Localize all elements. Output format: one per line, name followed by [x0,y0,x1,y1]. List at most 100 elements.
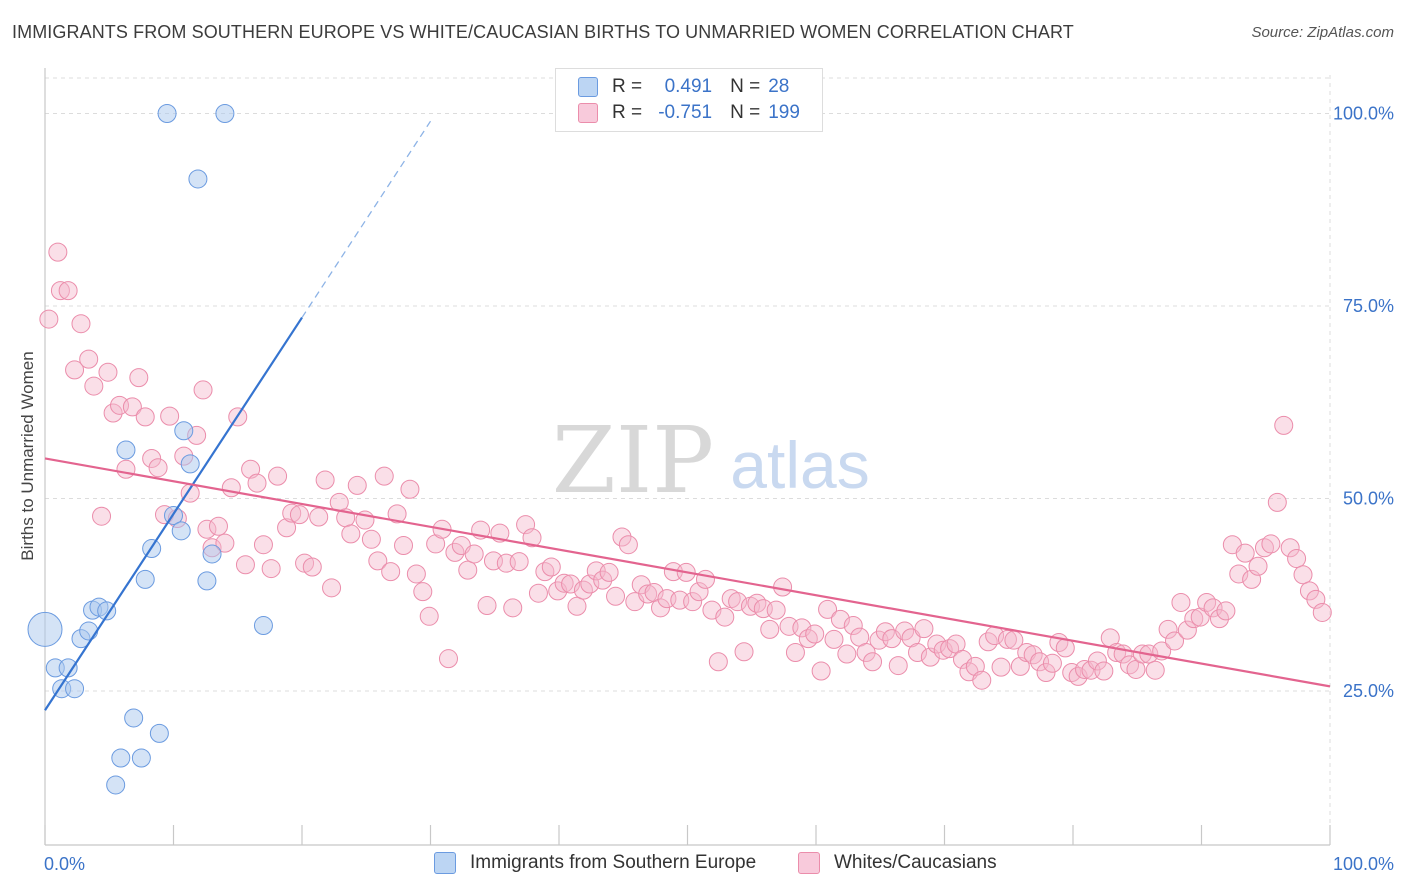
point-whites-caucasians [991,657,1011,677]
point-whites-caucasians [856,643,876,662]
point-whites-caucasians [347,475,367,495]
point-whites-caucasians [811,661,831,681]
trend-line-blue [44,316,303,711]
trend-lines [44,120,1331,711]
point-whites-caucasians [509,552,529,572]
legend-row-blue: R = 0.491 N = 28 [578,75,789,99]
point-whites-caucasians [1312,602,1332,622]
point-whites-caucasians [785,643,805,662]
point-whites-caucasians [612,527,632,547]
point-whites-caucasians [315,470,335,490]
point-whites-caucasians [98,362,118,382]
y-tick-label: 50.0% [1343,489,1394,509]
point-whites-caucasians [193,380,213,400]
point-whites-caucasians [1010,656,1030,676]
point-whites-caucasians [1087,651,1107,671]
point-whites-caucasians [837,644,857,664]
point-whites-caucasians [638,584,658,604]
point-whites-caucasians [997,629,1017,649]
point-whites-caucasians [792,618,812,638]
y-tick-label: 75.0% [1343,296,1394,316]
y-tick-label: 25.0% [1343,681,1394,701]
point-whites-caucasians [1145,660,1165,680]
point-whites-caucasians [477,596,497,616]
point-whites-caucasians [341,524,361,544]
point-whites-caucasians [747,593,767,613]
watermark-zip: ZIP [552,407,714,514]
point-whites-caucasians [1042,653,1062,673]
point-immigrants-southern-europe [253,616,273,636]
point-whites-caucasians [368,551,388,571]
point-whites-caucasians [261,559,281,579]
point-whites-caucasians [282,503,302,523]
legend-r-value: -0.751 [658,102,713,123]
point-whites-caucasians [933,640,953,660]
watermark-atlas: atlas [730,428,869,502]
x-tick-label: 0.0% [44,854,85,874]
point-whites-caucasians [1293,565,1313,585]
point-whites-caucasians [599,562,619,582]
point-whites-caucasians [863,652,883,672]
point-whites-caucasians [805,624,825,644]
point-whites-caucasians [253,535,273,555]
point-whites-caucasians [400,479,420,499]
point-whites-caucasians [241,459,261,479]
point-whites-caucasians [406,564,426,584]
point-whites-caucasians [116,459,136,479]
legend-n-label: N = [730,76,761,97]
trend-line-pink [44,457,1331,688]
point-whites-caucasians [554,573,574,593]
point-whites-caucasians [79,349,99,369]
point-whites-caucasians [715,607,735,627]
point-whites-caucasians [309,507,329,527]
point-whites-caucasians [277,518,297,538]
point-whites-caucasians [773,577,793,597]
point-whites-caucasians [818,599,838,619]
point-whites-caucasians [522,528,542,548]
point-whites-caucasians [1171,592,1191,612]
point-whites-caucasians [1158,619,1178,639]
point-whites-caucasians [148,458,168,478]
legend-n-label: N = [730,102,761,123]
point-whites-caucasians [289,505,309,525]
source-label: Source: ZipAtlas.com [1251,24,1394,41]
tick-labels: 25.0% 50.0% 75.0% 100.0% 0.0% 100.0% [44,104,1394,875]
point-whites-caucasians [394,535,414,555]
point-whites-caucasians [1267,492,1287,512]
point-whites-caucasians [458,560,478,580]
point-whites-caucasians [71,314,91,334]
point-immigrants-southern-europe [180,454,200,474]
point-whites-caucasians [135,407,155,427]
point-whites-caucasians [268,466,288,486]
point-whites-caucasians [766,600,786,620]
point-whites-caucasians [843,616,863,636]
correlation-legend: R = 0.491 N = 28 R = -0.751 N = 199 [555,68,823,132]
point-whites-caucasians [142,448,162,468]
legend-r-label: R = [612,76,643,97]
point-whites-caucasians [1197,592,1217,612]
point-whites-caucasians [322,578,342,598]
legend-row-pink: R = -0.751 N = 199 [578,101,800,125]
point-whites-caucasians [1235,543,1255,563]
point-whites-caucasians [464,544,484,564]
legend-n-value: 199 [768,102,800,123]
point-whites-caucasians [302,557,322,577]
point-whites-caucasians [503,598,523,618]
point-immigrants-southern-europe [79,621,99,641]
point-whites-caucasians [965,656,985,676]
point-whites-caucasians [708,652,728,672]
legend-swatch-pink [578,103,598,123]
point-whites-caucasians [1216,601,1236,621]
point-whites-caucasians [58,281,78,301]
point-immigrants-southern-europe [202,544,222,564]
point-immigrants-southern-europe [215,104,235,123]
chart-title: IMMIGRANTS FROM SOUTHERN EUROPE VS WHITE… [12,22,1074,42]
point-whites-caucasians [84,376,104,396]
point-whites-caucasians [419,606,439,626]
point-whites-caucasians [1184,609,1204,629]
point-whites-caucasians [160,406,180,426]
point-whites-caucasians [39,309,59,329]
point-whites-caucasians [606,586,626,606]
bottom-legend-label-pink: Whites/Caucasians [834,852,997,873]
point-whites-caucasians [235,555,255,575]
